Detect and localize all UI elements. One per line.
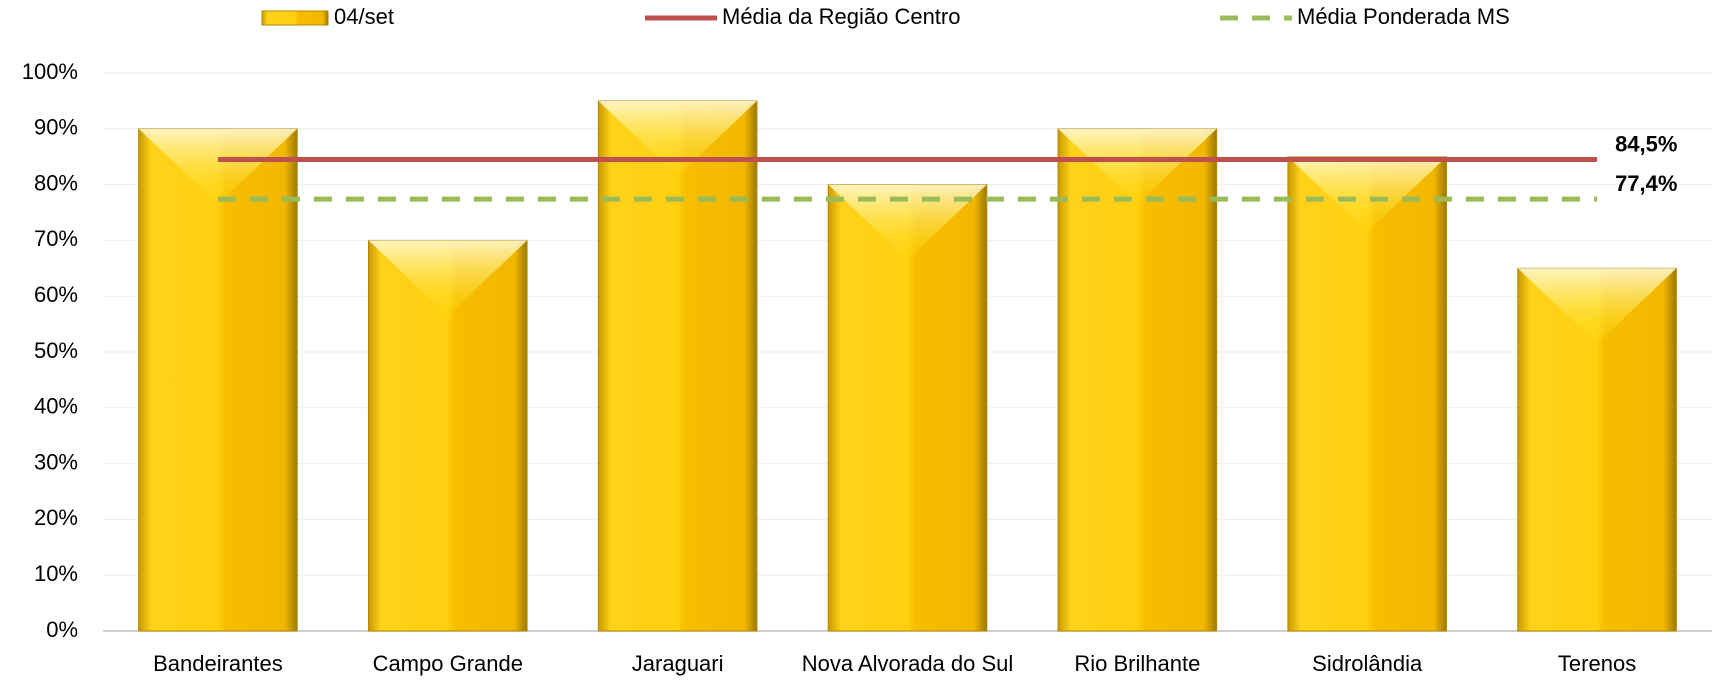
bar — [1057, 128, 1218, 632]
bar-highlight — [1058, 128, 1217, 205]
bar-highlight — [1287, 156, 1447, 233]
bar-highlight — [368, 240, 528, 316]
y-tick-label: 80% — [34, 170, 78, 195]
y-tick-label: 70% — [34, 226, 78, 251]
bar — [597, 100, 758, 632]
y-tick-label: 60% — [34, 282, 78, 307]
x-tick-label: Rio Brilhante — [1074, 651, 1200, 676]
x-tick-label: Nova Alvorada do Sul — [802, 651, 1014, 676]
bar — [138, 128, 298, 632]
bar-highlight — [1517, 268, 1677, 344]
y-tick-label: 30% — [34, 449, 78, 474]
x-tick-label: Terenos — [1558, 651, 1636, 676]
x-tick-label: Sidrolândia — [1312, 651, 1423, 676]
legend-swatch — [261, 10, 329, 26]
y-tick-label: 100% — [22, 59, 78, 84]
bar-highlight — [828, 184, 987, 260]
data-label: 77,4% — [1615, 171, 1677, 196]
legend-label: 04/set — [334, 4, 394, 29]
x-tick-label: Bandeirantes — [153, 651, 283, 676]
x-tick-label: Jaraguari — [632, 651, 724, 676]
x-tick-label: Campo Grande — [373, 651, 523, 676]
y-tick-label: 40% — [34, 394, 78, 419]
y-tick-label: 50% — [34, 338, 78, 363]
y-tick-label: 10% — [34, 561, 78, 586]
bar — [1287, 156, 1448, 632]
bar-highlight — [138, 128, 298, 205]
y-tick-label: 90% — [34, 115, 78, 140]
legend-label: Média da Região Centro — [722, 4, 960, 29]
y-tick-label: 0% — [46, 617, 78, 642]
bar-highlight — [598, 100, 757, 177]
legend-label: Média Ponderada MS — [1297, 4, 1510, 29]
y-tick-label: 20% — [34, 505, 78, 530]
data-label: 84,5% — [1615, 131, 1677, 156]
